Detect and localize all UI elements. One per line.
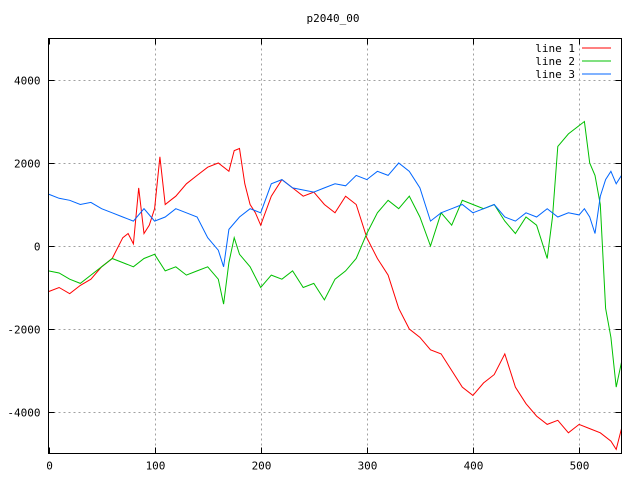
x-tick-label: 500 <box>570 460 590 473</box>
legend-label-3: line 3 <box>535 68 575 81</box>
y-tick-label: -4000 <box>7 407 40 420</box>
x-tick-label: 300 <box>358 460 378 473</box>
series-line-3 <box>48 162 622 267</box>
axis-ticks: 0 100 200 300 400 500 -4000 -2000 0 2000 4000 <box>7 38 622 473</box>
legend-label-1: line 1 <box>535 42 575 55</box>
x-tick-label: 100 <box>146 460 166 473</box>
y-tick-label: 4000 <box>14 75 41 88</box>
x-tick-label: 400 <box>464 460 484 473</box>
x-tick-label: 200 <box>252 460 272 473</box>
y-tick-label: -2000 <box>7 324 40 337</box>
series-line-2 <box>48 120 622 388</box>
y-tick-label: 2000 <box>14 158 41 171</box>
y-tick-label: 0 <box>34 241 41 254</box>
series-layer <box>48 120 622 451</box>
x-tick-label: 0 <box>46 460 53 473</box>
chart-title: p2040_00 <box>307 12 360 25</box>
series-line-1 <box>48 147 622 451</box>
grid <box>48 38 622 454</box>
legend-label-2: line 2 <box>535 55 575 68</box>
